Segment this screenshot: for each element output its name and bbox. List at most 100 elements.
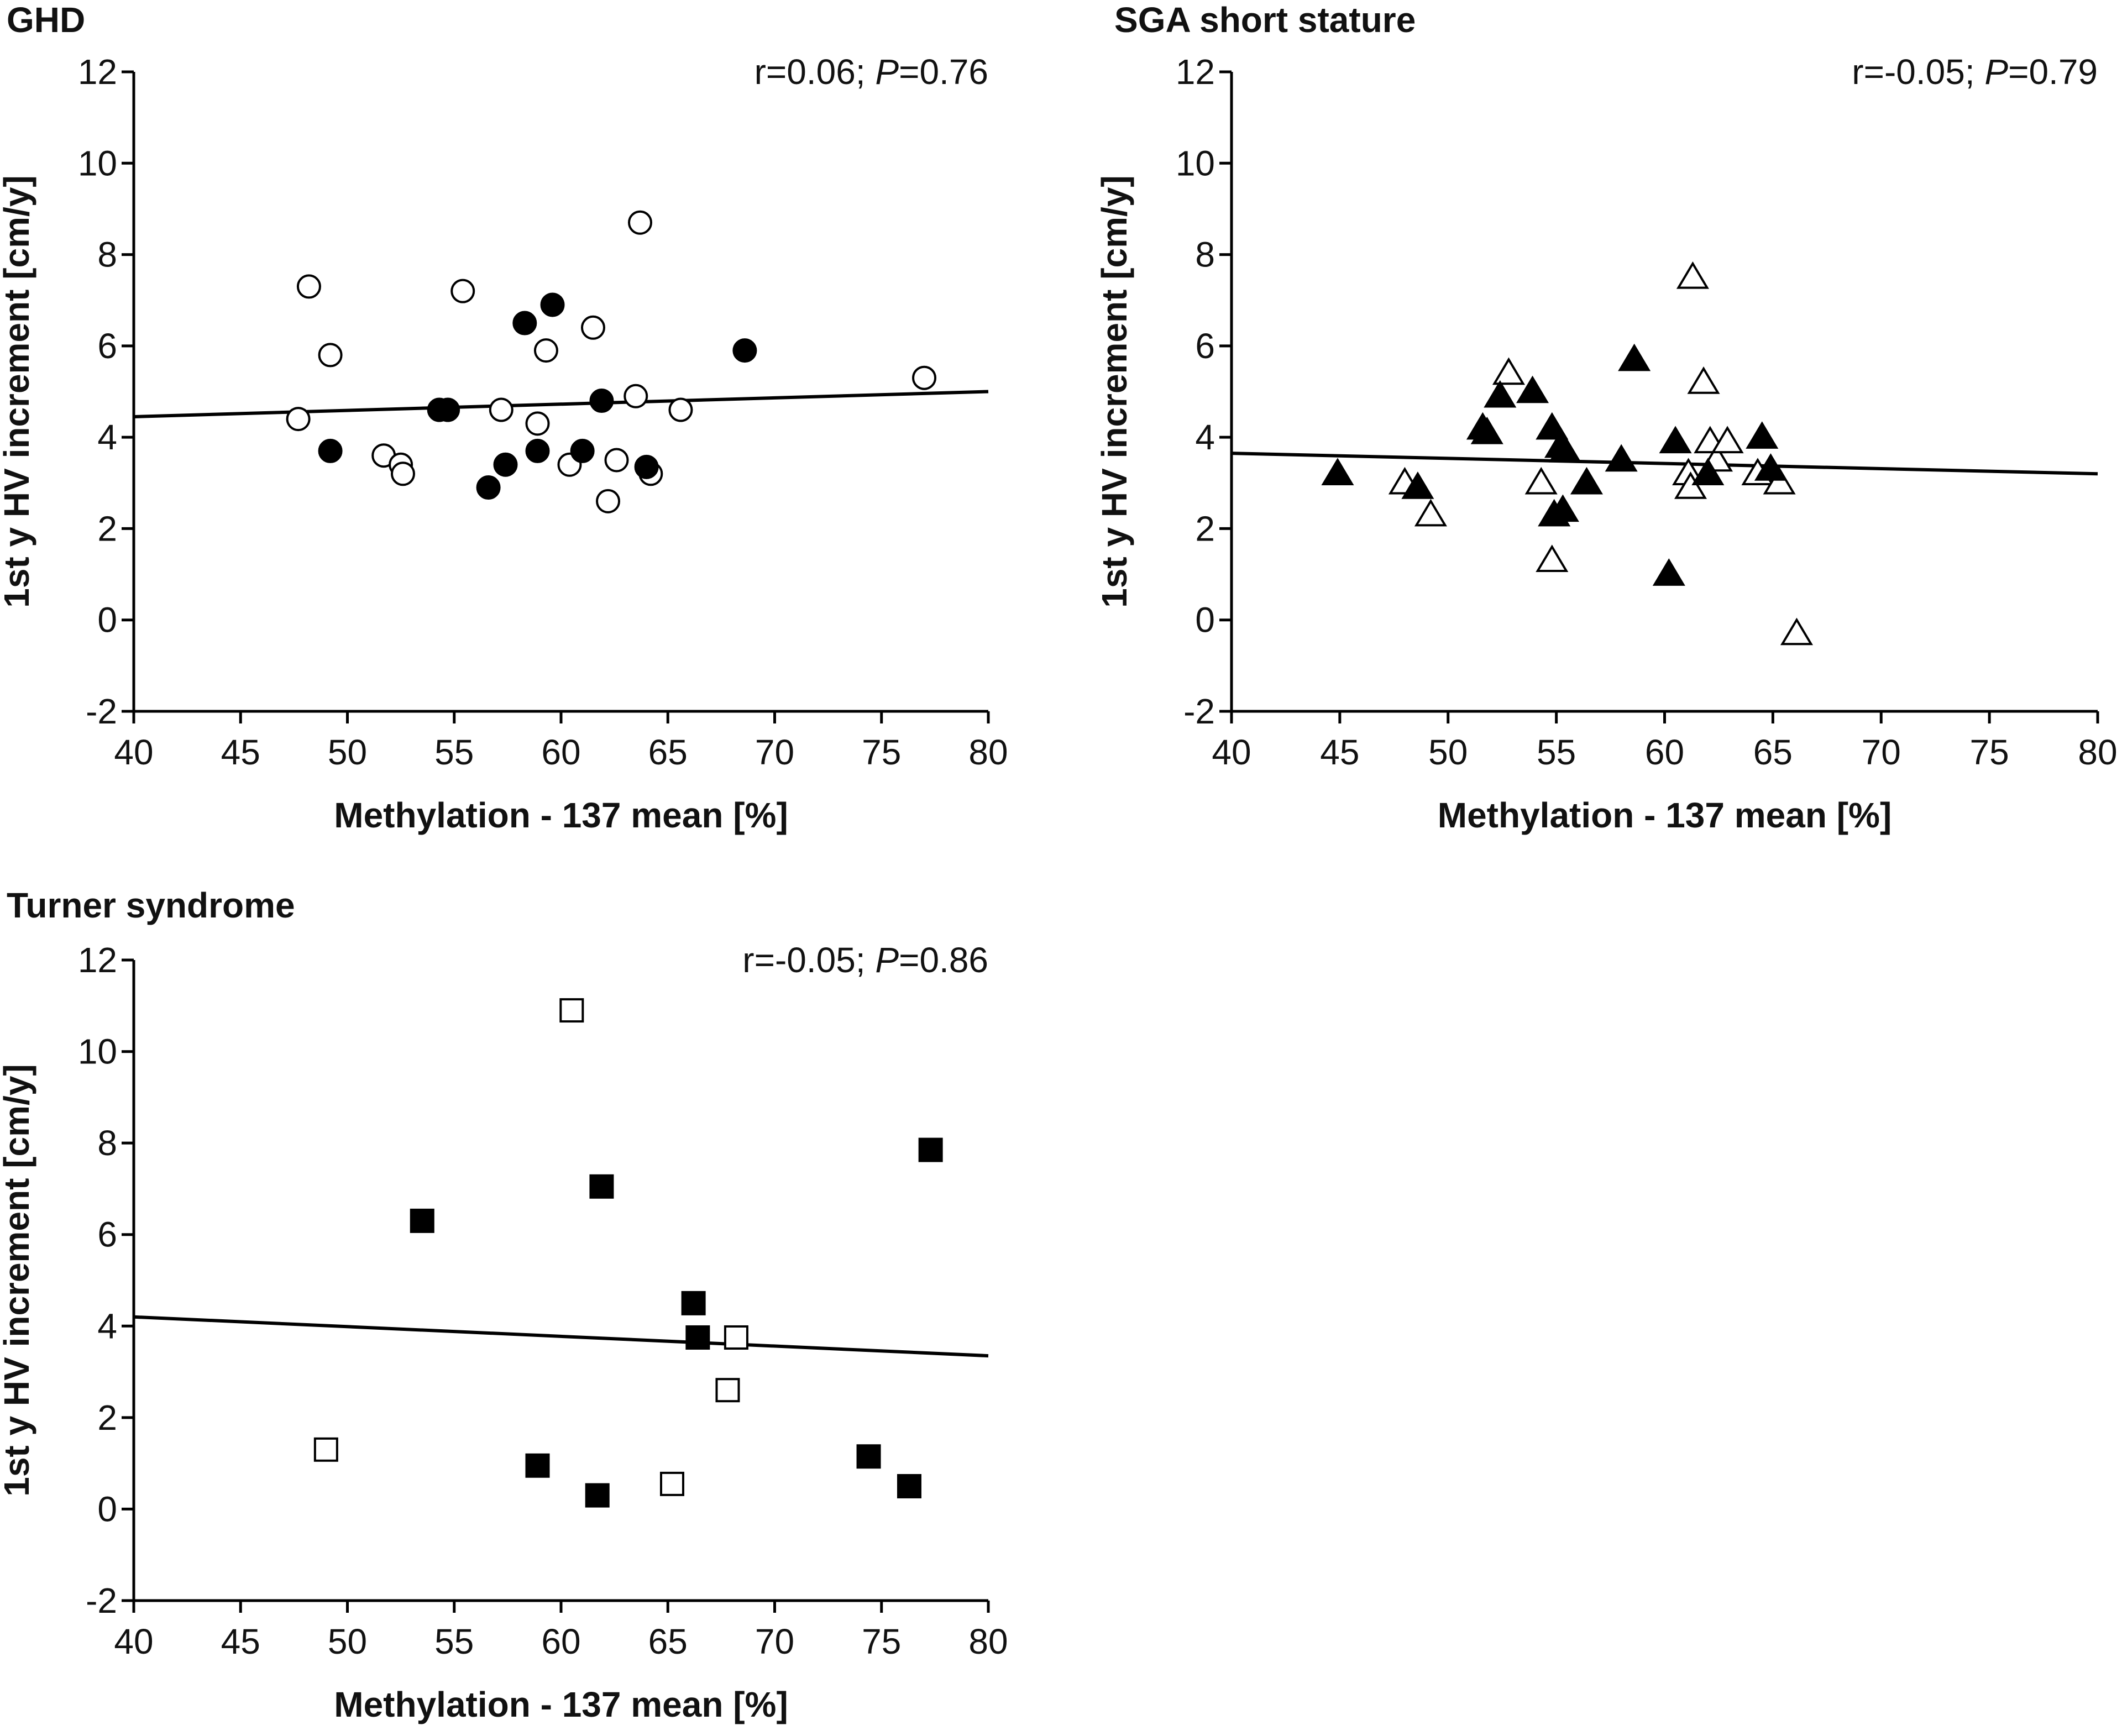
filled-square-point bbox=[681, 1291, 706, 1315]
y-tick-label: 12 bbox=[78, 52, 117, 92]
filled-circle-point bbox=[634, 454, 659, 479]
filled-triangle-point bbox=[1754, 453, 1787, 481]
open-triangle-point bbox=[1676, 261, 1709, 289]
filled-circle-point bbox=[512, 311, 537, 335]
x-tick-label: 40 bbox=[114, 732, 153, 772]
x-axis-title: Methylation - 137 mean [%] bbox=[334, 1685, 788, 1724]
open-triangle-point bbox=[1492, 357, 1525, 385]
open-triangle-point bbox=[1674, 471, 1707, 499]
y-tick-label: -2 bbox=[1183, 691, 1215, 731]
x-tick-label: 45 bbox=[1320, 732, 1359, 772]
open-circle-point bbox=[525, 411, 550, 436]
filled-circle-point bbox=[540, 292, 565, 317]
y-tick-label: -2 bbox=[86, 691, 117, 731]
stat-p-symbol: P bbox=[1984, 52, 2008, 92]
y-tick-label: 2 bbox=[97, 508, 117, 548]
open-circle-point bbox=[296, 274, 321, 299]
open-square-point bbox=[724, 1325, 748, 1350]
filled-circle-point bbox=[589, 389, 614, 413]
panel-turner: Turner syndrome -2 0 2 4 6 8 10 12 40 45 50 55 60 65 70… bbox=[0, 885, 1008, 1724]
y-tick-label: -2 bbox=[86, 1581, 117, 1620]
x-tick-label: 70 bbox=[755, 732, 794, 772]
x-tick-label: 60 bbox=[541, 1622, 580, 1661]
y-axis-title: 1st y HV increment [cm/y] bbox=[0, 1064, 36, 1497]
panel-sga: SGA short stature -2 0 2 4 6 8 10 12 40 45 50 55 60 65… bbox=[1094, 0, 2118, 835]
filled-triangle-point bbox=[1536, 412, 1569, 440]
filled-triangle-point bbox=[1605, 444, 1638, 472]
x-tick-label: 45 bbox=[221, 732, 260, 772]
stat-p-symbol: P bbox=[875, 940, 899, 980]
panel-title: SGA short stature bbox=[1114, 0, 1416, 40]
filled-circle-point bbox=[493, 452, 518, 477]
filled-square-point bbox=[918, 1137, 943, 1162]
y-tick-label: 2 bbox=[1195, 508, 1215, 548]
x-tick-label: 70 bbox=[755, 1622, 794, 1661]
x-tick-label: 40 bbox=[1212, 732, 1251, 772]
y-tick-label: 0 bbox=[97, 600, 117, 640]
filled-square-point bbox=[856, 1444, 881, 1469]
filled-triangle-point bbox=[1470, 416, 1503, 444]
x-tick-label: 45 bbox=[221, 1622, 260, 1661]
filled-triangle-point bbox=[1516, 375, 1549, 403]
y-tick-label: 6 bbox=[1195, 326, 1215, 366]
filled-square-point bbox=[589, 1174, 614, 1199]
open-circle-point bbox=[286, 407, 311, 432]
filled-triangle-point bbox=[1321, 458, 1354, 486]
y-tick-label: 12 bbox=[1176, 52, 1215, 92]
filled-circle-point bbox=[476, 475, 501, 500]
filled-triangle-point bbox=[1652, 558, 1685, 586]
open-circle-point bbox=[912, 365, 937, 390]
x-tick-label: 65 bbox=[648, 732, 688, 772]
open-triangle-point bbox=[1414, 499, 1447, 527]
y-axis-title: 1st y HV increment [cm/y] bbox=[0, 175, 36, 608]
filled-triangle-point bbox=[1484, 380, 1517, 408]
x-tick-label: 65 bbox=[648, 1622, 688, 1661]
stat-r: r=-0.05; bbox=[1852, 52, 1984, 92]
x-tick-label: 60 bbox=[1645, 732, 1684, 772]
stat-p-symbol: P bbox=[875, 52, 899, 92]
open-triangle-point bbox=[1687, 366, 1720, 394]
filled-square-point bbox=[585, 1483, 610, 1508]
x-tick-label: 55 bbox=[434, 732, 474, 772]
filled-circle-point bbox=[318, 438, 343, 463]
series-filled bbox=[318, 292, 757, 500]
panel-title: GHD bbox=[7, 0, 85, 40]
y-tick-label: 0 bbox=[1195, 600, 1215, 640]
y-tick-label: 8 bbox=[97, 235, 117, 275]
stat-p-value: =0.86 bbox=[899, 940, 988, 980]
x-tick-label: 80 bbox=[968, 1622, 1008, 1661]
y-tick-label: 0 bbox=[97, 1489, 117, 1529]
open-triangle-point bbox=[1536, 544, 1569, 573]
x-tick-label: 40 bbox=[114, 1622, 153, 1661]
x-tick-label: 75 bbox=[862, 732, 901, 772]
x-tick-label: 50 bbox=[1428, 732, 1468, 772]
series-open bbox=[313, 998, 748, 1496]
stat-p-value: =0.76 bbox=[899, 52, 988, 92]
y-tick-label: 4 bbox=[97, 417, 117, 457]
filled-triangle-point bbox=[1570, 466, 1603, 495]
stat-annotation: r=-0.05; P=0.79 bbox=[1852, 52, 2098, 92]
y-tick-label: 4 bbox=[1195, 417, 1215, 457]
x-tick-label: 70 bbox=[1862, 732, 1901, 772]
regression-line bbox=[133, 1315, 989, 1358]
open-circle-point bbox=[580, 315, 605, 340]
stat-r: r=0.06; bbox=[755, 52, 876, 92]
filled-square-point bbox=[525, 1453, 550, 1478]
filled-square-point bbox=[897, 1474, 921, 1499]
open-circle-point bbox=[390, 461, 415, 486]
series-filled bbox=[410, 1137, 943, 1508]
filled-triangle-point bbox=[1746, 421, 1779, 449]
y-tick-label: 4 bbox=[97, 1306, 117, 1346]
x-tick-label: 75 bbox=[1970, 732, 2009, 772]
x-tick-label: 80 bbox=[968, 732, 1008, 772]
open-triangle-point bbox=[1524, 466, 1558, 495]
filled-circle-point bbox=[525, 438, 550, 463]
open-square-point bbox=[313, 1437, 338, 1462]
y-tick-label: 6 bbox=[97, 1215, 117, 1255]
filled-triangle-point bbox=[1659, 426, 1692, 454]
panel-ghd: GHD -2 0 2 4 6 8 10 12 40 45 50 55 60 65 70 75 80 Methylat… bbox=[0, 0, 1008, 835]
panel-title: Turner syndrome bbox=[7, 885, 295, 925]
filled-triangle-point bbox=[1548, 435, 1581, 463]
